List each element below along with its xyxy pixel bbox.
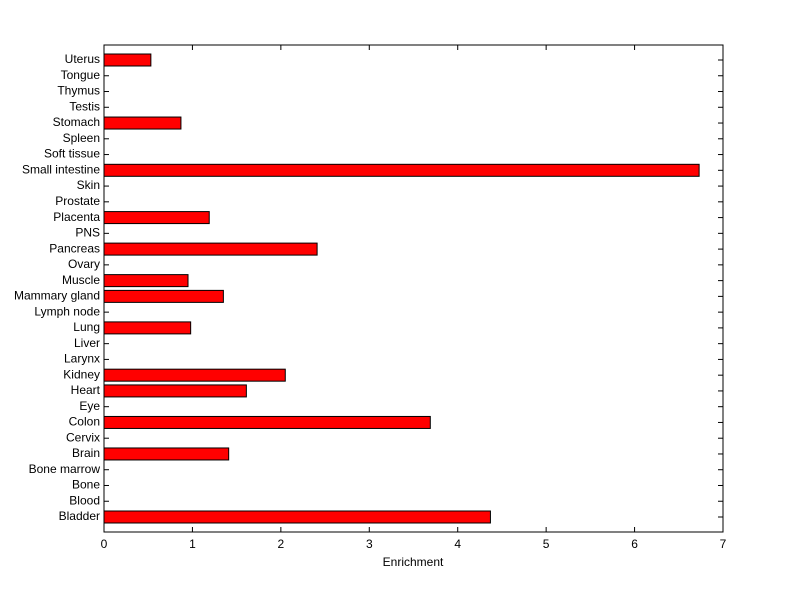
x-tick-label: 5 [543, 537, 550, 551]
bar [103, 384, 247, 398]
y-tick-label: Bone [72, 478, 100, 492]
y-tick-label: Bladder [59, 509, 100, 523]
y-tick-label: Brain [72, 446, 100, 460]
y-tick-label: Spleen [63, 131, 100, 145]
x-axis-label: Enrichment [383, 555, 444, 569]
bar [103, 415, 431, 429]
bar [103, 242, 318, 256]
y-tick-label: Mammary gland [14, 289, 100, 303]
x-tick-label: 7 [720, 537, 727, 551]
y-tick-label: Kidney [63, 367, 100, 381]
y-tick-label: Stomach [53, 115, 100, 129]
y-tick-label: Colon [69, 415, 100, 429]
x-tick-label: 0 [101, 537, 108, 551]
bar [103, 274, 189, 288]
y-tick-label: Eye [79, 399, 100, 413]
y-tick-label: Prostate [55, 194, 100, 208]
bar [103, 510, 491, 524]
x-tick-label: 2 [278, 537, 285, 551]
y-tick-label: Muscle [62, 273, 100, 287]
y-tick-label: Larynx [64, 352, 100, 366]
y-tick-label: Liver [74, 336, 100, 350]
bar [103, 289, 224, 303]
bar [103, 163, 700, 177]
plot-frame [103, 44, 724, 533]
x-tick-label: 4 [454, 537, 461, 551]
y-tick-label: Tongue [61, 68, 101, 82]
bar [103, 447, 230, 461]
x-tick-label: 1 [189, 537, 196, 551]
y-tick-label: Soft tissue [44, 147, 100, 161]
y-tick-label: Testis [69, 99, 100, 113]
y-tick-label: Lymph node [34, 304, 100, 318]
y-tick-label: Small intestine [22, 162, 100, 176]
y-tick-label: Placenta [53, 210, 100, 224]
y-tick-label: PNS [75, 226, 100, 240]
bar [103, 368, 286, 382]
bar [103, 321, 192, 335]
y-tick-label: Skin [77, 178, 100, 192]
y-tick-label: Lung [73, 320, 100, 334]
bar [103, 211, 210, 225]
y-tick-label: Bone marrow [29, 462, 101, 476]
y-tick-label: Uterus [65, 52, 100, 66]
y-tick-label: Cervix [66, 430, 100, 444]
bar [103, 116, 182, 130]
y-tick-label: Ovary [68, 257, 100, 271]
y-tick-label: Blood [69, 493, 100, 507]
x-tick-label: 3 [366, 537, 373, 551]
y-tick-label: Pancreas [49, 241, 100, 255]
bar [103, 53, 152, 67]
x-tick-label: 6 [631, 537, 638, 551]
y-tick-label: Heart [71, 383, 101, 397]
y-tick-label: Thymus [57, 84, 100, 98]
